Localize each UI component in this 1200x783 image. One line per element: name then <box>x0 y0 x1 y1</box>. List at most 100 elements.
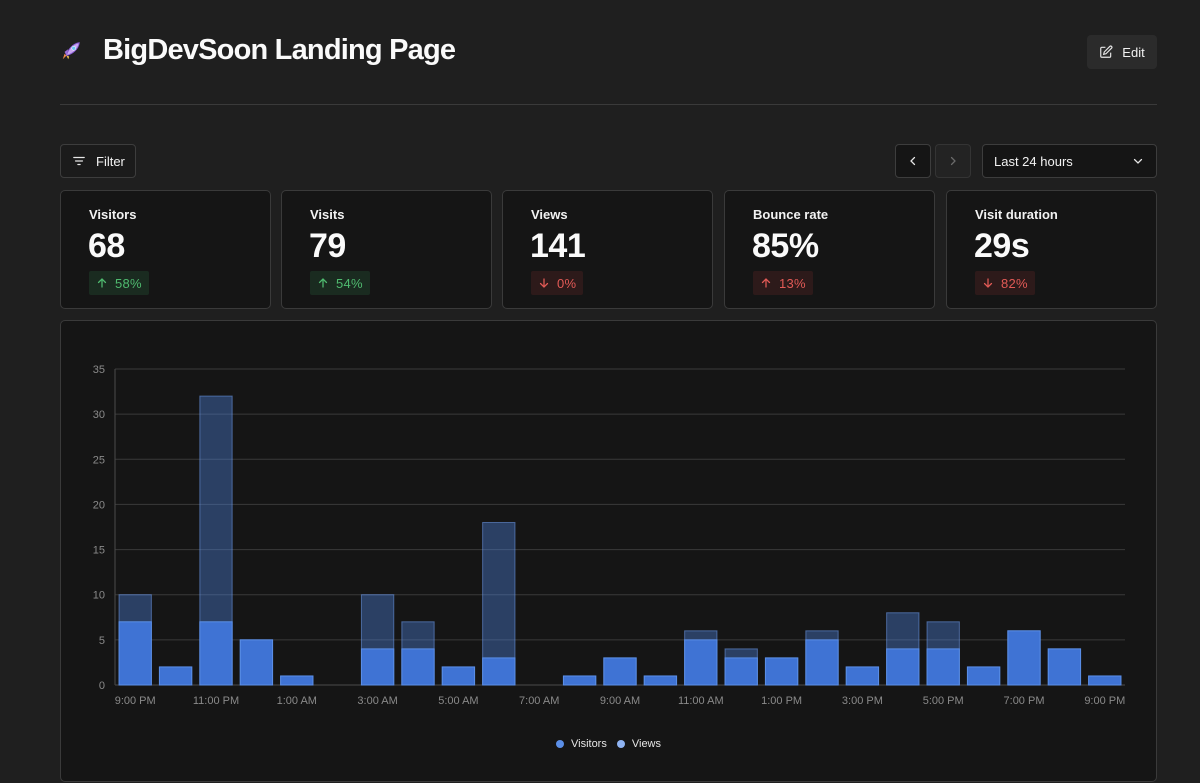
bar-visitors <box>1007 630 1041 686</box>
filter-button[interactable]: Filter <box>60 144 136 178</box>
legend-item-visitors[interactable]: Visitors <box>555 738 607 750</box>
arrow-up-icon <box>97 278 107 288</box>
bar-visitors <box>199 621 233 686</box>
stat-change-value: 13% <box>779 275 806 291</box>
bar-visitors <box>845 666 880 686</box>
y-tick-label: 15 <box>93 545 105 557</box>
next-period-button[interactable] <box>935 144 971 178</box>
x-tick-label: 9:00 PM <box>1084 695 1125 707</box>
stat-value: 68 <box>88 227 125 265</box>
y-tick-label: 0 <box>99 680 105 692</box>
x-tick-label: 5:00 PM <box>923 695 964 707</box>
bar-visitors <box>482 657 516 686</box>
arrow-up-icon <box>318 278 328 288</box>
legend-dot-views <box>616 740 625 748</box>
chevron-right-icon <box>950 156 956 166</box>
bar-visitors <box>966 666 1001 686</box>
chevron-down-icon <box>1133 158 1143 164</box>
y-tick-label: 5 <box>99 635 105 647</box>
stat-label: Visits <box>310 207 345 222</box>
stat-change-value: 54% <box>336 275 363 291</box>
bar-visitors <box>926 648 960 686</box>
stat-change-value: 0% <box>557 275 577 291</box>
stat-label: Visitors <box>89 207 137 222</box>
stat-value: 85% <box>752 227 819 265</box>
x-tick-label: 5:00 AM <box>438 695 478 707</box>
arrow-down-icon <box>539 278 549 288</box>
bar-visitors <box>239 639 274 686</box>
x-tick-label: 1:00 PM <box>761 695 802 707</box>
stat-card-views[interactable]: Views 141 0% <box>502 190 713 309</box>
bar-visitors <box>441 666 476 686</box>
stat-change-badge: 54% <box>310 271 370 295</box>
stat-change-badge: 13% <box>753 271 813 295</box>
bar-visitors <box>886 648 920 686</box>
stat-change-badge: 82% <box>975 271 1035 295</box>
stat-card-visitors[interactable]: Visitors 68 58% <box>60 190 271 309</box>
y-tick-label: 25 <box>93 454 105 466</box>
page-title: BigDevSoon Landing Page <box>103 34 456 66</box>
y-tick-label: 30 <box>93 409 105 421</box>
previous-period-button[interactable] <box>895 144 931 178</box>
y-tick-label: 10 <box>93 590 105 602</box>
stat-card-visits[interactable]: Visits 79 54% <box>281 190 492 309</box>
y-tick-label: 20 <box>93 499 105 511</box>
bar-visitors <box>1088 675 1122 686</box>
traffic-bar-chart: 0 5 10 15 20 25 30 35 9:00 PM 11:00 PM 1:00 AM 3:00… <box>93 364 1126 707</box>
stat-change-value: 82% <box>1001 275 1028 291</box>
bar-visitors <box>603 657 637 686</box>
stat-card-visit-duration[interactable]: Visit duration 29s 82% <box>946 190 1157 309</box>
x-tick-label: 9:00 PM <box>115 695 156 707</box>
bar-visitors <box>805 639 839 686</box>
x-tick-label: 7:00 PM <box>1004 695 1045 707</box>
chevron-left-icon <box>910 156 916 166</box>
legend-label-visitors: Visitors <box>570 738 607 750</box>
page-header: BigDevSoon Landing Page Edit <box>60 28 1157 76</box>
legend-label-views: Views <box>631 738 662 750</box>
legend-dot-visitors <box>555 740 564 748</box>
edit-button-label: Edit <box>1122 44 1145 60</box>
bar-visitors <box>118 621 152 686</box>
bar-visitors <box>724 657 758 686</box>
x-tick-label: 3:00 PM <box>842 695 883 707</box>
arrow-down-icon <box>983 278 993 288</box>
rocket-icon <box>62 42 80 60</box>
bar-visitors <box>684 639 718 686</box>
x-tick-label: 11:00 AM <box>678 695 724 707</box>
edit-icon <box>1100 45 1113 58</box>
chart-legend: Visitors Views <box>61 738 1156 750</box>
edit-button[interactable]: Edit <box>1087 35 1157 69</box>
stat-card-bounce-rate[interactable]: Bounce rate 85% 13% <box>724 190 935 309</box>
bar-visitors <box>562 675 597 686</box>
filter-icon <box>73 156 85 166</box>
bar-visitors <box>158 666 193 686</box>
x-tick-label: 7:00 AM <box>519 695 559 707</box>
stat-change-badge: 0% <box>531 271 584 295</box>
bar-visitors <box>280 675 314 686</box>
bar-visitors <box>360 648 395 686</box>
date-range-select[interactable]: Last 24 hours <box>982 144 1157 178</box>
bar-visitors <box>643 675 678 686</box>
stat-value: 29s <box>974 227 1030 265</box>
x-tick-label: 1:00 AM <box>277 695 317 707</box>
stat-label: Bounce rate <box>753 207 829 222</box>
x-tick-label: 9:00 AM <box>600 695 640 707</box>
arrow-up-icon <box>761 278 771 288</box>
legend-item-views[interactable]: Views <box>616 738 662 750</box>
date-range-value: Last 24 hours <box>994 153 1073 169</box>
stat-change-badge: 58% <box>89 271 149 295</box>
header-divider <box>60 104 1157 105</box>
stat-value: 141 <box>530 227 586 265</box>
stat-label: Views <box>531 207 568 222</box>
filter-button-label: Filter <box>96 153 125 169</box>
y-tick-label: 35 <box>93 364 105 376</box>
chart-panel: 0 5 10 15 20 25 30 35 9:00 PM 11:00 PM 1:00 AM 3:00… <box>60 320 1157 782</box>
x-tick-label: 3:00 AM <box>357 695 397 707</box>
bar-visitors <box>1047 648 1082 686</box>
stat-label: Visit duration <box>975 207 1058 222</box>
x-tick-label: 11:00 PM <box>193 695 239 707</box>
bar-visitors <box>401 648 435 686</box>
stat-value: 79 <box>309 227 346 265</box>
stat-change-value: 58% <box>115 275 142 291</box>
bar-visitors <box>764 657 799 686</box>
